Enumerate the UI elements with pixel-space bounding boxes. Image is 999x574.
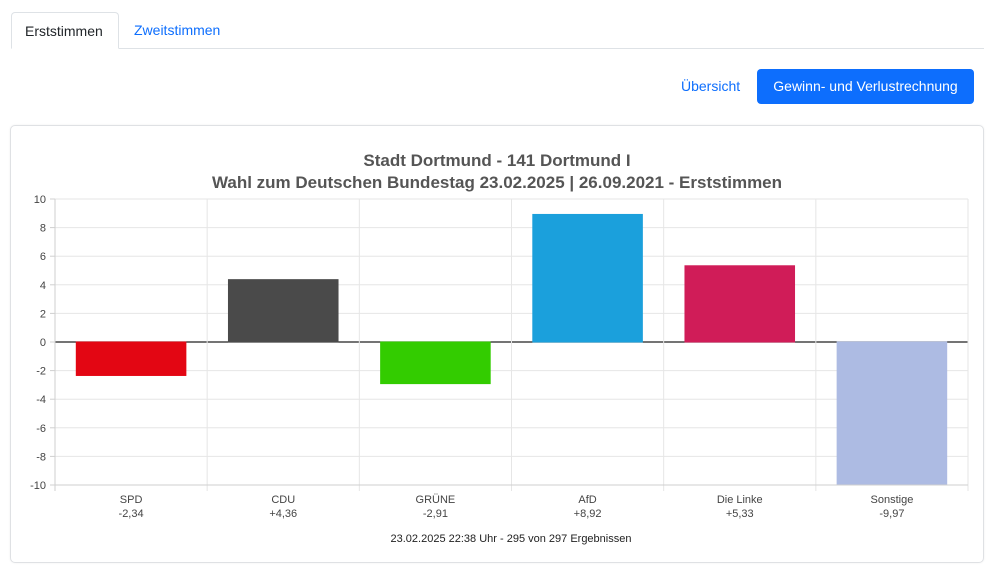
x-category-label: Sonstige: [871, 494, 914, 506]
y-tick-label: 0: [40, 337, 46, 349]
x-category-label: CDU: [271, 494, 295, 506]
chart-footer: 23.02.2025 22:38 Uhr - 295 von 297 Ergeb…: [391, 533, 632, 545]
x-value-label: -9,97: [879, 508, 904, 520]
x-value-label: -2,34: [119, 508, 144, 520]
bar-spd[interactable]: [75, 341, 187, 376]
y-tick-label: -6: [36, 423, 46, 435]
chart-card: [10, 125, 984, 563]
tab-erststimmen[interactable]: Erststimmen: [11, 12, 119, 49]
x-category-label: GRÜNE: [416, 494, 456, 506]
tab-zweitstimmen[interactable]: Zweitstimmen: [134, 22, 221, 38]
y-tick-label: 4: [40, 280, 46, 292]
y-tick-label: -10: [30, 480, 46, 492]
y-tick-label: -4: [36, 394, 46, 406]
y-tick-label: -8: [36, 451, 46, 463]
x-value-label: +4,36: [269, 508, 297, 520]
x-value-label: +8,92: [574, 508, 602, 520]
overview-link[interactable]: Übersicht: [681, 78, 741, 94]
chart-title: Stadt Dortmund - 141 Dortmund I: [363, 151, 630, 170]
x-category-label: Die Linke: [717, 494, 763, 506]
x-value-label: -2,91: [423, 508, 448, 520]
y-tick-label: 2: [40, 308, 46, 320]
chart-subtitle: Wahl zum Deutschen Bundestag 23.02.2025 …: [212, 173, 782, 192]
bar-cdu[interactable]: [227, 279, 339, 343]
bar-gr-ne[interactable]: [380, 341, 491, 385]
x-value-label: +5,33: [726, 508, 754, 520]
bar-sonstige[interactable]: [836, 341, 948, 486]
x-category-label: AfD: [578, 494, 596, 506]
y-tick-label: -2: [36, 366, 46, 378]
bar-afd[interactable]: [532, 213, 643, 343]
y-tick-label: 6: [40, 251, 46, 263]
tab-bar: Erststimmen Zweitstimmen: [11, 12, 984, 49]
gain-loss-button[interactable]: Gewinn- und Verlustrechnung: [757, 69, 974, 104]
y-tick-label: 8: [40, 223, 46, 235]
bar-die-linke[interactable]: [684, 265, 796, 343]
y-tick-label: 10: [34, 194, 46, 206]
x-category-label: SPD: [120, 494, 143, 506]
